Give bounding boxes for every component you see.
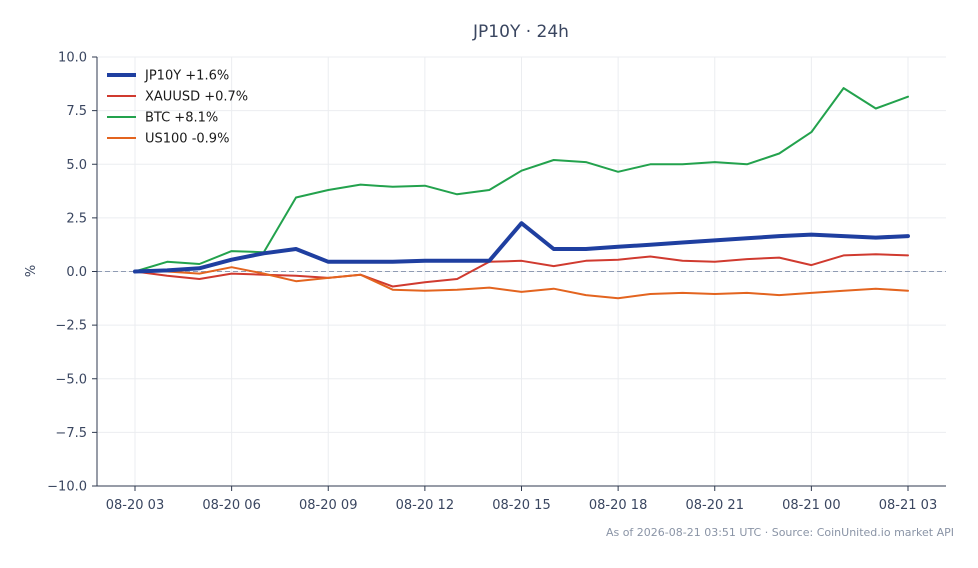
- y-tick-label: 5.0: [66, 158, 87, 173]
- y-tick-label: −7.5: [55, 426, 87, 441]
- y-tick-label: 7.5: [66, 104, 87, 119]
- y-tick-label: 0.0: [66, 265, 87, 280]
- x-tick-label: 08-20 21: [686, 498, 744, 513]
- legend-label: BTC +8.1%: [145, 111, 218, 126]
- legend-label: US100 -0.9%: [145, 132, 229, 147]
- series-line-jp10y: [133, 221, 910, 274]
- y-tick-label: 2.5: [66, 211, 87, 226]
- source-footer: As of 2026-08-21 03:51 UTC · Source: Coi…: [605, 526, 954, 539]
- grid-layer: [97, 56, 946, 487]
- legend: JP10Y +1.6% XAUUSD +0.7% BTC +8.1% US100 -0…: [107, 69, 248, 147]
- series-layer: [133, 87, 910, 300]
- y-axis-label: %: [24, 265, 39, 277]
- x-tick-label: 08-21 03: [879, 498, 937, 513]
- legend-label: JP10Y +1.6%: [144, 69, 229, 84]
- y-tick-label: −2.5: [55, 319, 87, 334]
- x-tick-label: 08-20 09: [299, 498, 357, 513]
- y-tick-label: 10.0: [58, 51, 87, 66]
- series-line-us100: [134, 266, 909, 300]
- series-line-xauusd: [134, 253, 909, 288]
- x-tick-label: 08-21 00: [782, 498, 840, 513]
- y-tick-label: −10.0: [47, 480, 87, 495]
- x-tick-label: 08-20 03: [106, 498, 164, 513]
- x-tick-label: 08-20 12: [396, 498, 454, 513]
- axes-layer: 10.0 7.5 5.0 2.5 0.0 −2.5 −5.0 −7.5 −10.0 08-20 0…: [47, 51, 946, 513]
- x-tick-label: 08-20 06: [202, 498, 260, 513]
- legend-label: XAUUSD +0.7%: [145, 90, 248, 105]
- y-tick-label: −5.0: [55, 372, 87, 387]
- x-tick-label: 08-20 15: [492, 498, 550, 513]
- x-tick-label: 08-20 18: [589, 498, 647, 513]
- chart-title: JP10Y · 24h: [472, 22, 569, 42]
